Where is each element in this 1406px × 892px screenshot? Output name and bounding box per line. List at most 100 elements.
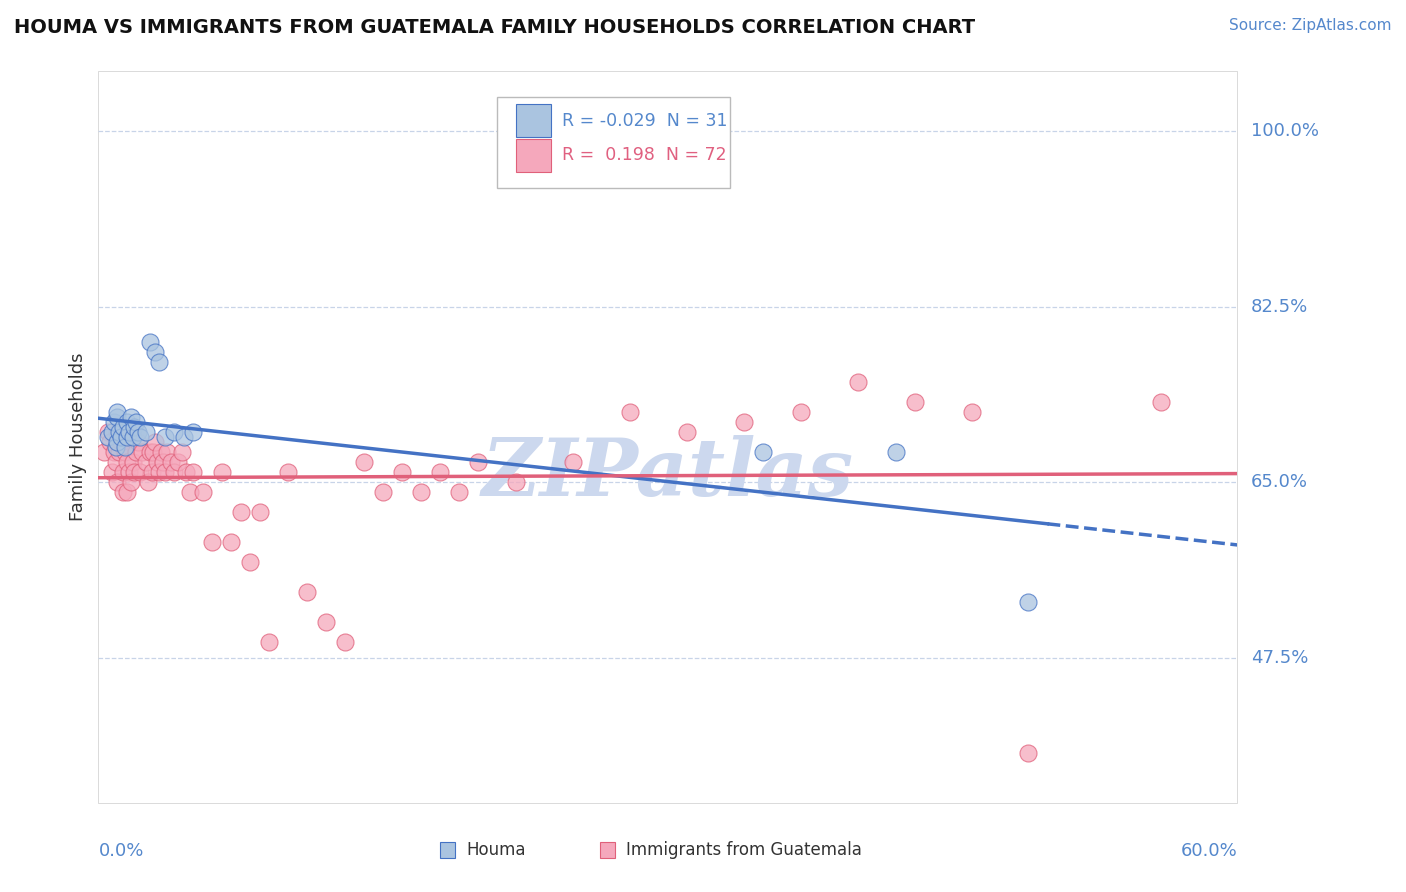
Point: [1018, 746, 1040, 760]
Point: [167, 455, 190, 469]
Text: 82.5%: 82.5%: [1251, 298, 1309, 316]
Point: [467, 455, 489, 469]
Point: [391, 465, 413, 479]
Point: [335, 635, 357, 649]
Point: [142, 445, 165, 459]
Point: [136, 475, 159, 490]
Point: [170, 445, 193, 459]
Point: [145, 345, 167, 359]
Point: [115, 455, 138, 469]
FancyBboxPatch shape: [516, 138, 551, 171]
Point: [98, 435, 121, 450]
Point: [790, 405, 813, 419]
Point: [676, 425, 699, 439]
Point: [449, 485, 471, 500]
Point: [156, 445, 179, 459]
Point: [249, 505, 271, 519]
Point: [148, 465, 170, 479]
Text: 65.0%: 65.0%: [1251, 473, 1308, 491]
Point: [129, 430, 152, 444]
Point: [1150, 395, 1173, 409]
Point: [148, 355, 170, 369]
Y-axis label: Family Households: Family Households: [69, 353, 87, 521]
Point: [239, 555, 262, 569]
Point: [104, 455, 127, 469]
Point: [107, 425, 129, 439]
Text: Houma: Houma: [467, 840, 526, 859]
Point: [97, 430, 120, 444]
Point: [118, 465, 141, 479]
Point: [135, 455, 157, 469]
Text: 100.0%: 100.0%: [1251, 122, 1319, 140]
Point: [315, 615, 337, 630]
Point: [114, 440, 136, 454]
Point: [107, 405, 129, 419]
Point: [108, 425, 131, 439]
Point: [159, 455, 181, 469]
Point: [110, 430, 132, 444]
Text: Immigrants from Guatemala: Immigrants from Guatemala: [626, 840, 862, 859]
Point: [120, 475, 142, 490]
Point: [619, 405, 641, 419]
Point: [960, 405, 983, 419]
Point: [752, 445, 775, 459]
Point: [371, 485, 394, 500]
Text: 60.0%: 60.0%: [1181, 842, 1237, 860]
Point: [353, 455, 375, 469]
Point: [173, 430, 195, 444]
Point: [146, 455, 169, 469]
Point: [115, 430, 138, 444]
Point: [884, 445, 907, 459]
Point: [103, 445, 125, 459]
Point: [124, 465, 146, 479]
Point: [211, 465, 233, 479]
Point: [150, 445, 173, 459]
Point: [145, 435, 167, 450]
Point: [104, 440, 127, 454]
Point: [152, 455, 174, 469]
Text: 47.5%: 47.5%: [1251, 648, 1309, 666]
Text: 0.0%: 0.0%: [98, 842, 143, 860]
Point: [103, 415, 125, 429]
Point: [846, 375, 869, 389]
Point: [112, 485, 135, 500]
Point: [135, 425, 157, 439]
Point: [97, 425, 120, 439]
Point: [112, 420, 135, 434]
Point: [411, 485, 433, 500]
Point: [163, 465, 186, 479]
Point: [107, 435, 129, 450]
Point: [131, 445, 153, 459]
Point: [183, 425, 205, 439]
Point: [124, 420, 146, 434]
Point: [174, 465, 197, 479]
Point: [121, 455, 143, 469]
Point: [114, 445, 136, 459]
Text: Source: ZipAtlas.com: Source: ZipAtlas.com: [1229, 18, 1392, 33]
Point: [179, 485, 201, 500]
Point: [107, 475, 129, 490]
FancyBboxPatch shape: [440, 841, 456, 858]
Point: [115, 415, 138, 429]
Point: [201, 535, 224, 549]
Point: [108, 445, 131, 459]
Point: [505, 475, 527, 490]
Point: [277, 465, 299, 479]
Point: [118, 425, 141, 439]
Text: HOUMA VS IMMIGRANTS FROM GUATEMALA FAMILY HOUSEHOLDS CORRELATION CHART: HOUMA VS IMMIGRANTS FROM GUATEMALA FAMIL…: [14, 18, 976, 37]
Text: R = -0.029  N = 31: R = -0.029 N = 31: [562, 112, 727, 129]
Point: [259, 635, 281, 649]
Point: [562, 455, 585, 469]
FancyBboxPatch shape: [498, 97, 731, 188]
Point: [191, 485, 214, 500]
Point: [127, 425, 149, 439]
Point: [183, 465, 205, 479]
Point: [107, 410, 129, 425]
Point: [129, 465, 152, 479]
Point: [100, 465, 122, 479]
Point: [153, 465, 176, 479]
Point: [112, 465, 135, 479]
Point: [163, 425, 186, 439]
Point: [429, 465, 451, 479]
Point: [125, 415, 148, 429]
